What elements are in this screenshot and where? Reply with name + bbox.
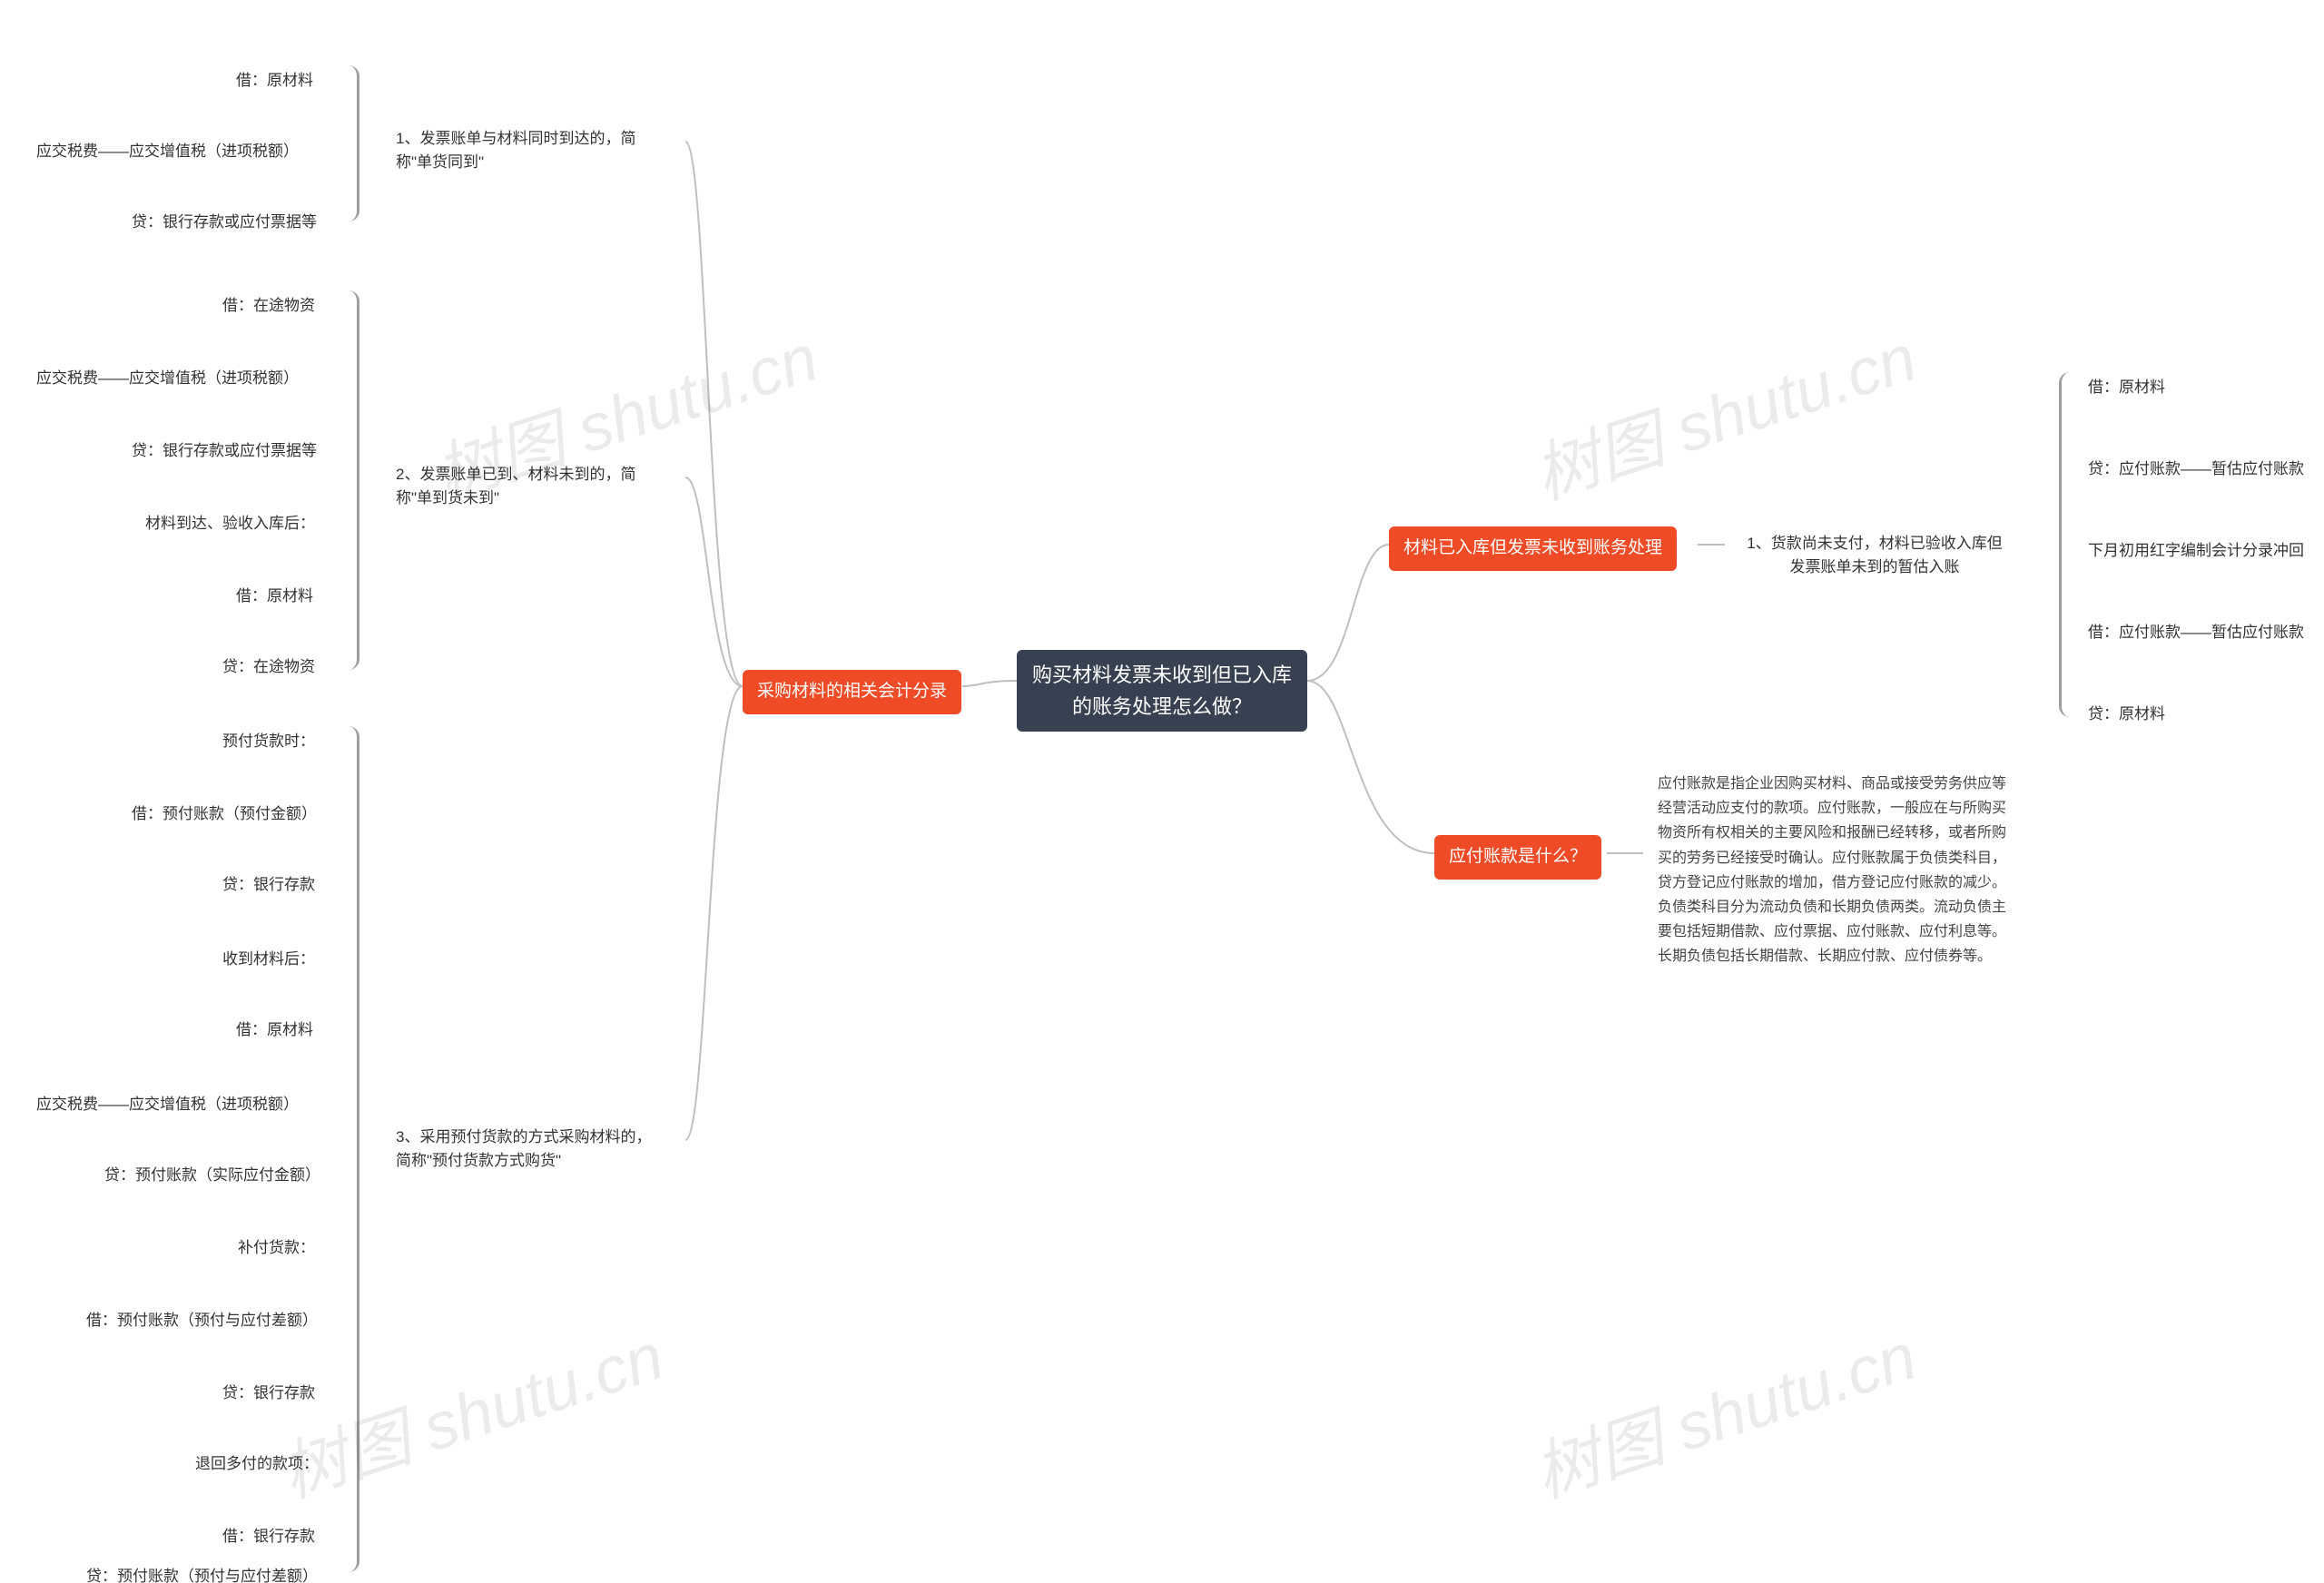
g2-leaf-6: 贷：预付账款（实际应付金额） — [104, 1160, 320, 1191]
g2-leaf-8: 借：预付账款（预付与应付差额） — [86, 1305, 318, 1336]
bracket-g3 — [343, 726, 359, 1572]
r1-leaf-4: 贷：原材料 — [2088, 699, 2165, 730]
r1-leaf-1: 贷：应付账款——暂估应付账款 — [2088, 454, 2304, 485]
g2-leaf-11: 借：银行存款 — [222, 1521, 315, 1552]
watermark-2: 树图 shutu.cn — [267, 1303, 673, 1516]
g0-leaf-0: 借：原材料 — [236, 65, 313, 96]
watermark-3: 树图 shutu.cn — [1520, 1303, 1925, 1516]
bracket-g1 — [343, 65, 359, 221]
g2-leaf-10: 退回多付的款项： — [195, 1449, 319, 1480]
right-branch-1: 材料已入库但发票未收到账务处理 — [1389, 526, 1677, 571]
g2-leaf-12: 贷：预付账款（预付与应付差额） — [86, 1561, 318, 1583]
g0-leaf-2: 贷：银行存款或应付票据等 — [132, 207, 317, 238]
bracket-g2 — [343, 290, 359, 670]
g0-leaf-1: 应交税费——应交增值税（进项税额） — [36, 136, 299, 167]
g2-leaf-2: 贷：银行存款 — [222, 870, 315, 900]
g2-leaf-0: 预付货款时： — [222, 726, 315, 757]
r1-leaf-2: 下月初用红字编制会计分录冲回 — [2088, 536, 2304, 566]
r1-leaf-3: 借：应付账款——暂估应付账款 — [2088, 617, 2304, 648]
g1-leaf-4: 借：原材料 — [236, 581, 313, 612]
left-branch: 采购材料的相关会计分录 — [743, 670, 961, 714]
g1-leaf-5: 贷：在途物资 — [222, 652, 315, 683]
left-group-0: 1、发票账单与材料同时到达的，简称"单货同到" — [381, 118, 681, 182]
right-branch-2: 应付账款是什么？ — [1434, 835, 1601, 880]
g2-leaf-3: 收到材料后： — [222, 944, 315, 975]
watermark-1: 树图 shutu.cn — [1520, 304, 1925, 517]
g2-leaf-5: 应交税费——应交增值税（进项税额） — [36, 1089, 299, 1120]
left-group-1: 2、发票账单已到、材料未到的，简称"单到货未到" — [381, 454, 681, 518]
g1-leaf-1: 应交税费——应交增值税（进项税额） — [36, 363, 299, 394]
r1-leaf-0: 借：原材料 — [2088, 372, 2165, 403]
g2-leaf-9: 贷：银行存款 — [222, 1378, 315, 1409]
g1-leaf-0: 借：在途物资 — [222, 290, 315, 321]
bracket-r1 — [2059, 372, 2075, 717]
g1-leaf-3: 材料到达、验收入库后： — [145, 508, 315, 539]
left-group-2: 3、采用预付货款的方式采购材料的，简称"预付货款方式购货" — [381, 1116, 681, 1181]
right-branch-2-desc: 应付账款是指企业因购买材料、商品或接受劳务供应等经营活动应支付的款项。应付账款，… — [1643, 762, 2024, 978]
g2-leaf-4: 借：原材料 — [236, 1015, 313, 1046]
g1-leaf-2: 贷：银行存款或应付票据等 — [132, 436, 317, 467]
g2-leaf-7: 补付货款： — [238, 1233, 315, 1263]
right-branch-1-child: 1、货款尚未支付，材料已验收入库但发票账单未到的暂估入账 — [1725, 523, 2024, 587]
g2-leaf-1: 借：预付账款（预付金额） — [132, 799, 317, 830]
root-node: 购买材料发票未收到但已入库的账务处理怎么做？ — [1017, 650, 1307, 732]
